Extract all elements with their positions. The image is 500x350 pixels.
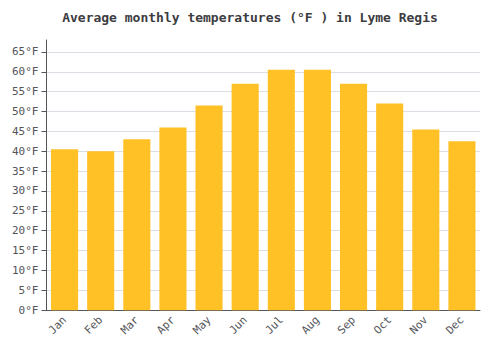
svg-text:10°F: 10°F <box>12 264 39 277</box>
svg-text:Sep: Sep <box>335 314 358 337</box>
svg-text:60°F: 60°F <box>12 65 39 78</box>
svg-text:Apr: Apr <box>154 313 177 336</box>
svg-text:0°F: 0°F <box>19 304 39 317</box>
svg-text:45°F: 45°F <box>12 125 39 138</box>
svg-text:Average monthly temperatures (: Average monthly temperatures (°F ) in Ly… <box>62 10 438 25</box>
svg-text:40°F: 40°F <box>12 145 39 158</box>
svg-text:Nov: Nov <box>407 313 430 336</box>
svg-text:50°F: 50°F <box>12 105 39 118</box>
svg-text:Mar: Mar <box>118 313 141 336</box>
svg-text:15°F: 15°F <box>12 244 39 257</box>
svg-text:55°F: 55°F <box>12 85 39 98</box>
svg-text:Oct: Oct <box>371 314 394 337</box>
svg-text:Jun: Jun <box>227 314 250 337</box>
svg-text:Jan: Jan <box>46 314 69 337</box>
svg-text:Feb: Feb <box>82 314 105 337</box>
svg-text:65°F: 65°F <box>12 45 39 58</box>
svg-text:20°F: 20°F <box>12 224 39 237</box>
svg-text:Aug: Aug <box>299 314 322 337</box>
svg-text:35°F: 35°F <box>12 165 39 178</box>
svg-text:25°F: 25°F <box>12 204 39 217</box>
svg-text:May: May <box>190 313 213 336</box>
svg-text:5°F: 5°F <box>19 284 39 297</box>
svg-text:30°F: 30°F <box>12 184 39 197</box>
svg-text:Dec: Dec <box>443 314 466 337</box>
svg-text:Jul: Jul <box>263 314 286 337</box>
